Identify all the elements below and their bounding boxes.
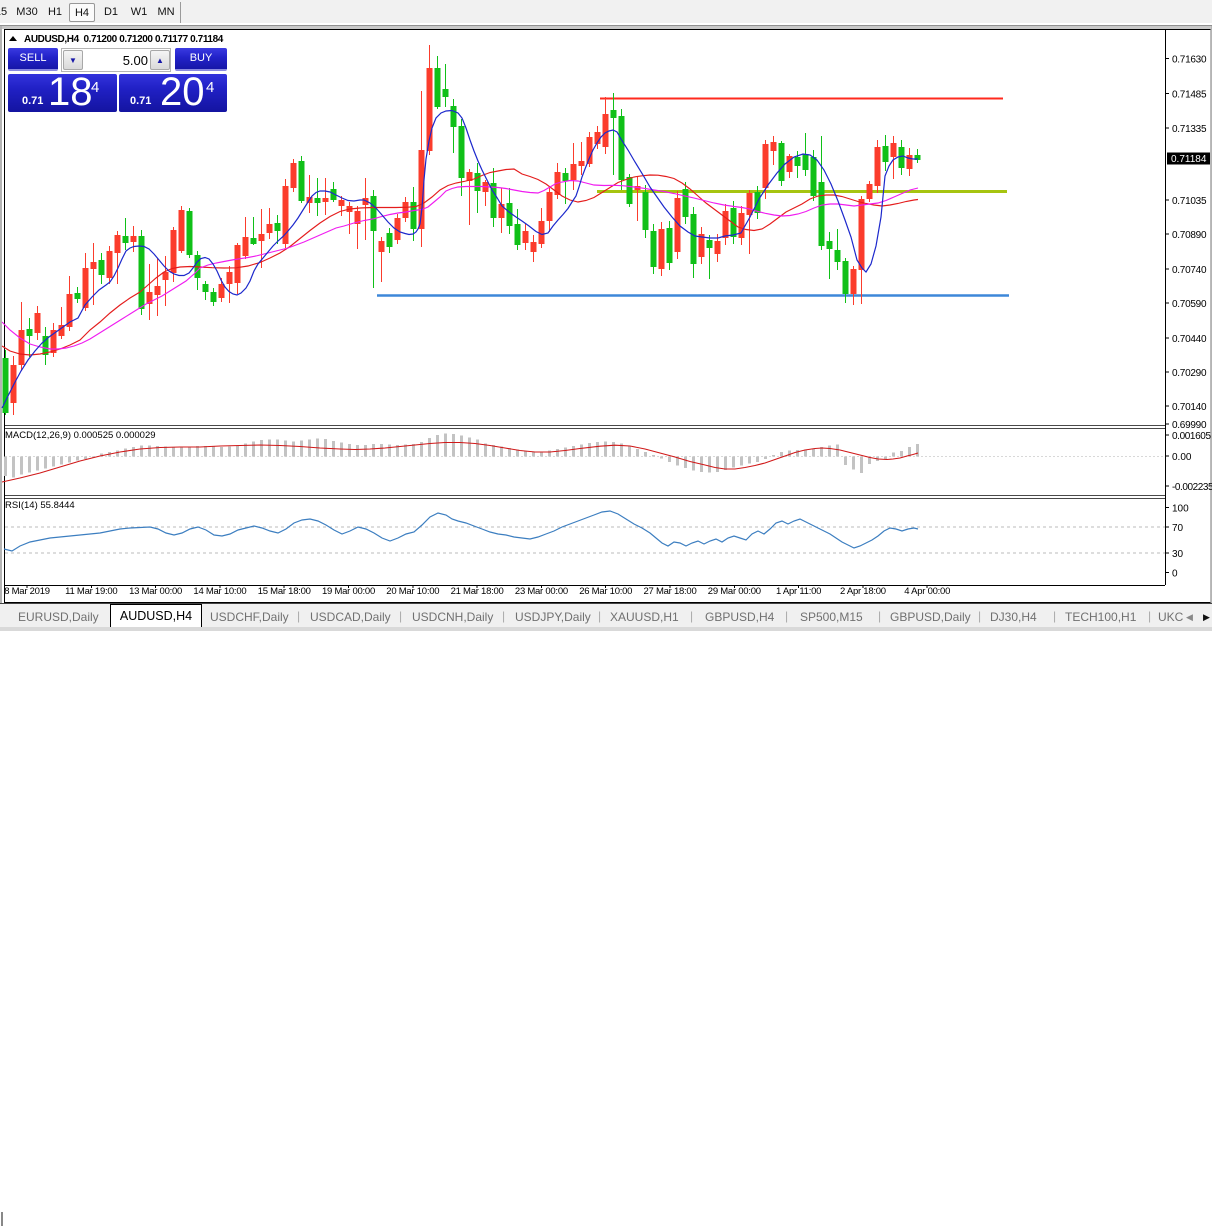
svg-text:1 Apr 11:00: 1 Apr 11:00 bbox=[776, 586, 821, 597]
svg-text:2 Apr 18:00: 2 Apr 18:00 bbox=[840, 586, 886, 597]
svg-text:0: 0 bbox=[1172, 569, 1178, 580]
svg-text:0.69990: 0.69990 bbox=[1172, 420, 1207, 431]
svg-text:-0.002235: -0.002235 bbox=[1172, 482, 1212, 493]
svg-text:0.00: 0.00 bbox=[1172, 452, 1192, 463]
svg-text:14 Mar 10:00: 14 Mar 10:00 bbox=[193, 586, 246, 597]
svg-text:26 Mar 10:00: 26 Mar 10:00 bbox=[579, 586, 632, 597]
svg-text:0.71485: 0.71485 bbox=[1172, 90, 1207, 101]
svg-text:0.70440: 0.70440 bbox=[1172, 334, 1207, 345]
svg-text:20 Mar 10:00: 20 Mar 10:00 bbox=[386, 586, 439, 597]
svg-text:23 Mar 00:00: 23 Mar 00:00 bbox=[515, 586, 568, 597]
svg-text:AUDUSD,H4 0.71200 0.71200 0.7: AUDUSD,H4 0.71200 0.71200 0.71177 0.7118… bbox=[24, 34, 224, 45]
svg-text:29 Mar 00:00: 29 Mar 00:00 bbox=[708, 586, 761, 597]
svg-text:0.71184: 0.71184 bbox=[1171, 154, 1207, 165]
svg-text:0.70890: 0.70890 bbox=[1172, 230, 1207, 241]
svg-text:70: 70 bbox=[1172, 523, 1184, 534]
svg-text:15 Mar 18:00: 15 Mar 18:00 bbox=[258, 586, 311, 597]
svg-text:0.70740: 0.70740 bbox=[1172, 265, 1207, 276]
svg-text:4 Apr 00:00: 4 Apr 00:00 bbox=[904, 586, 950, 597]
svg-text:RSI(14) 55.8444: RSI(14) 55.8444 bbox=[5, 500, 75, 511]
svg-text:11 Mar 19:00: 11 Mar 19:00 bbox=[65, 586, 117, 597]
svg-text:13 Mar 00:00: 13 Mar 00:00 bbox=[129, 586, 182, 597]
svg-text:8 Mar 2019: 8 Mar 2019 bbox=[4, 586, 50, 597]
svg-text:0.70590: 0.70590 bbox=[1172, 299, 1207, 310]
svg-text:0.71035: 0.71035 bbox=[1172, 196, 1207, 207]
svg-text:30: 30 bbox=[1172, 549, 1184, 560]
svg-text:0.70290: 0.70290 bbox=[1172, 368, 1207, 379]
svg-text:0.71630: 0.71630 bbox=[1172, 55, 1207, 66]
svg-text:MACD(12,26,9) 0.000525 0.00002: MACD(12,26,9) 0.000525 0.000029 bbox=[5, 430, 156, 441]
svg-text:100: 100 bbox=[1172, 504, 1189, 515]
svg-text:27 Mar 18:00: 27 Mar 18:00 bbox=[644, 586, 697, 597]
svg-text:21 Mar 18:00: 21 Mar 18:00 bbox=[451, 586, 504, 597]
svg-text:0.001605: 0.001605 bbox=[1172, 431, 1211, 442]
svg-text:0.70140: 0.70140 bbox=[1172, 402, 1207, 413]
svg-text:0.71335: 0.71335 bbox=[1172, 124, 1207, 135]
svg-text:19 Mar 00:00: 19 Mar 00:00 bbox=[322, 586, 375, 597]
